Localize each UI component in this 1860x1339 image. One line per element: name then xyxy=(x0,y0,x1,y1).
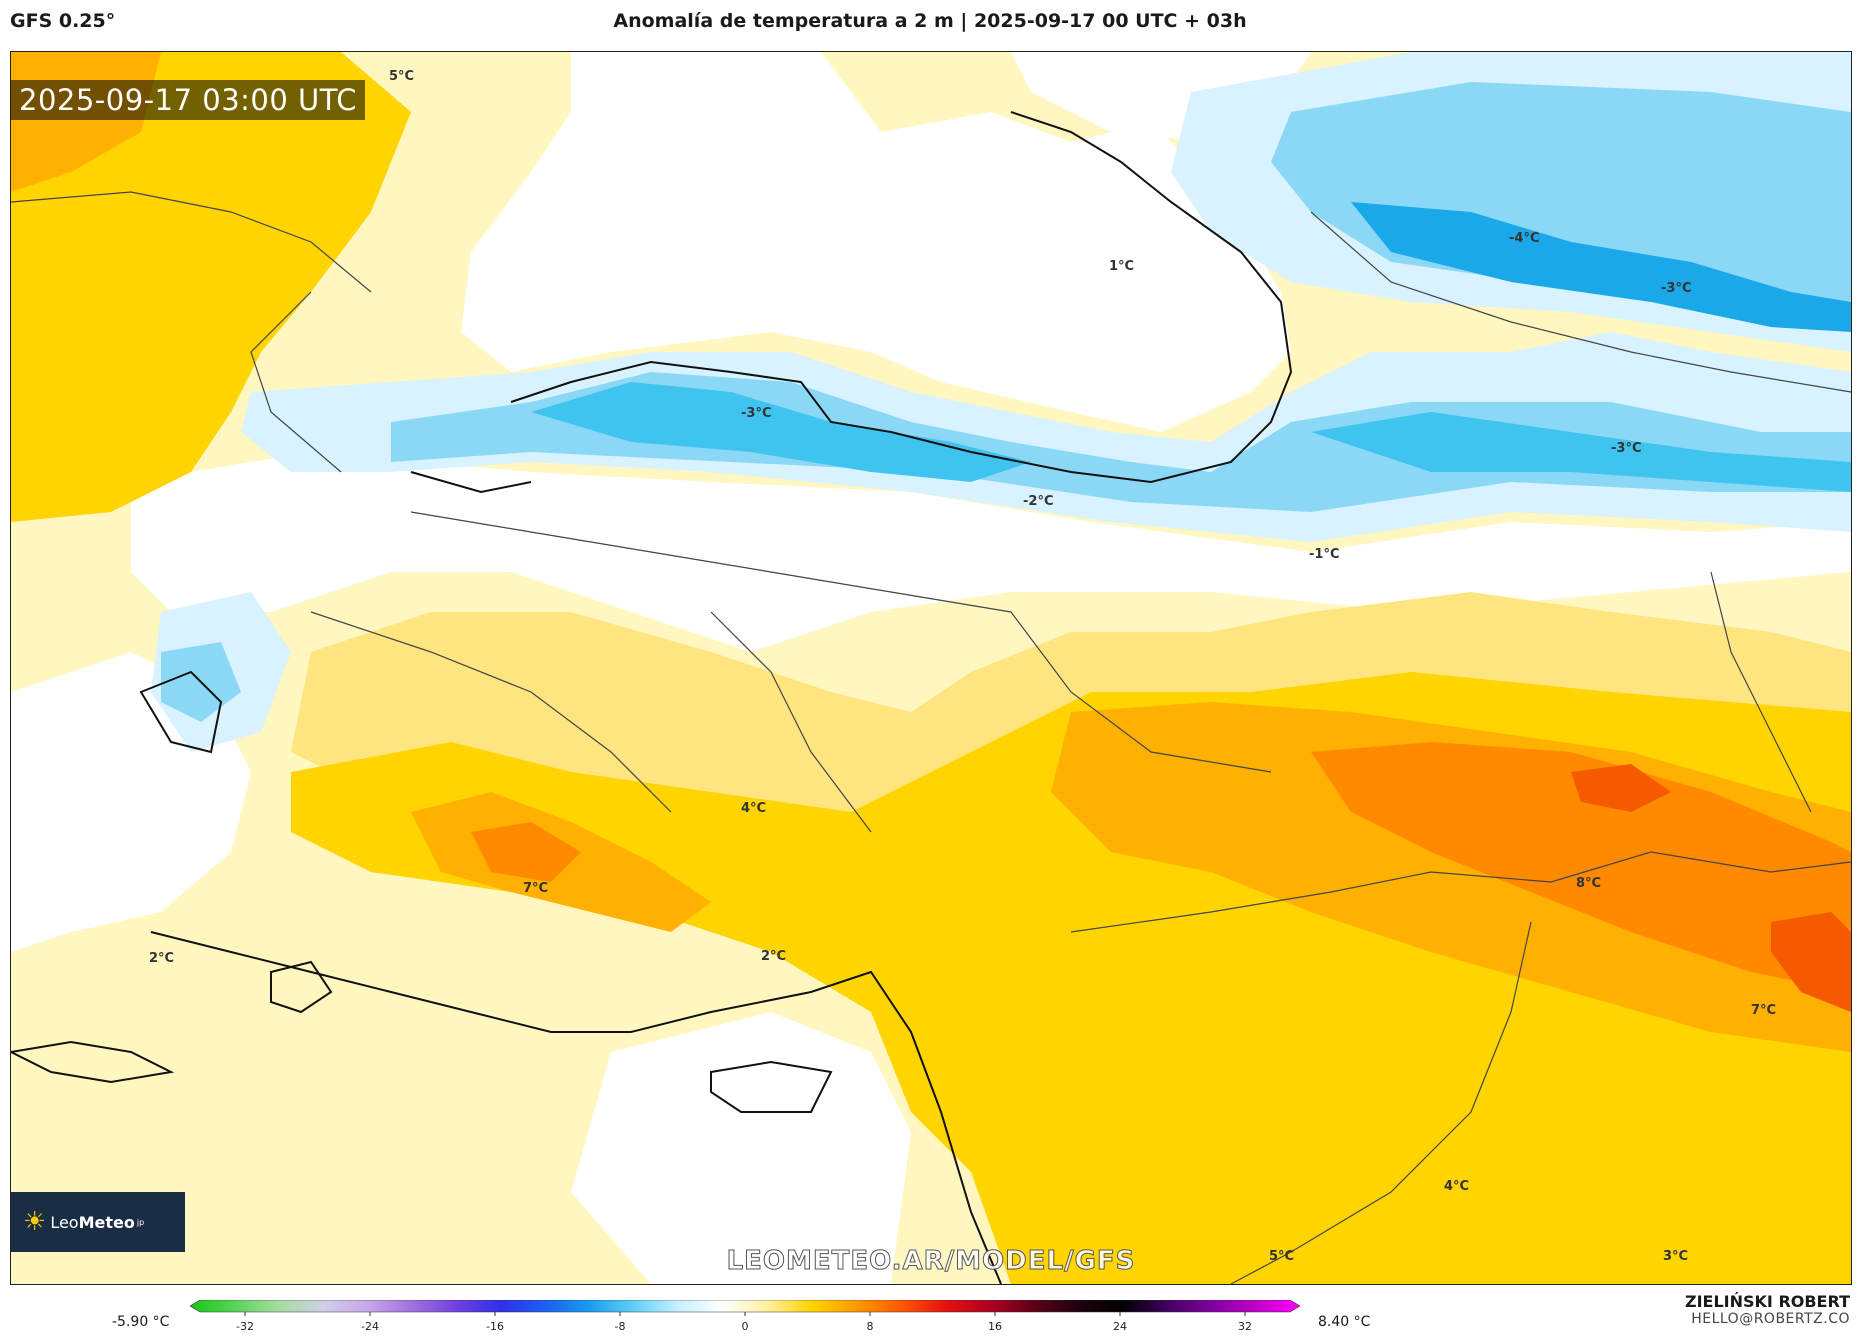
cold-core-caucasus xyxy=(1351,202,1851,332)
colorbar-tick-label: 0 xyxy=(742,1320,749,1333)
contour-label: 3°C xyxy=(1663,1249,1688,1264)
logo-text-suffix: jp xyxy=(136,1217,145,1227)
logo-text-meteo: Meteo xyxy=(78,1212,135,1232)
warm-peak-southeast xyxy=(1571,764,1671,812)
sun-icon: ☀ xyxy=(23,1207,47,1237)
warm-core-southeast xyxy=(1311,742,1851,992)
contour-label: 1°C xyxy=(1109,259,1134,274)
contour-label: 5°C xyxy=(389,69,414,84)
contour-label: 2°C xyxy=(761,949,786,964)
map-canvas: 5°C 1°C -4°C -3°C -3°C -3°C -2°C -1°C 4°… xyxy=(11,52,1851,1284)
contour-label: 2°C xyxy=(149,951,174,966)
contour-label: -2°C xyxy=(1023,494,1053,509)
leometeo-logo[interactable]: ☀ Leo Meteo jp xyxy=(11,1192,185,1252)
contour-label: 8°C xyxy=(1576,876,1601,891)
valid-time-label: 2025-09-17 03:00 UTC xyxy=(11,80,366,120)
zero-anomaly-area-blacksea xyxy=(461,52,1291,432)
author-email[interactable]: HELLO@ROBERTZ.CO xyxy=(1691,1311,1850,1327)
colorbar-min-label: -5.90 °C xyxy=(112,1314,170,1330)
cold-core-east xyxy=(1311,412,1851,492)
colorbar-tick-label: 8 xyxy=(867,1320,874,1333)
zero-anomaly-area-levant xyxy=(571,1012,911,1284)
admin-borders xyxy=(11,191,1851,1284)
colorbar-tick-label: 16 xyxy=(988,1320,1002,1333)
logo-text-leo: Leo xyxy=(50,1212,79,1232)
contour-labels: 5°C 1°C -4°C -3°C -3°C -3°C -2°C -1°C 4°… xyxy=(149,69,1776,1264)
author-credit: ZIELIŃSKI ROBERT HELLO@ROBERTZ.CO xyxy=(1685,1292,1850,1327)
colorbar-tick-label: -24 xyxy=(361,1320,379,1333)
contour-label: 4°C xyxy=(741,801,766,816)
contour-label: -3°C xyxy=(1611,441,1641,456)
warm-area-balkans xyxy=(11,52,411,522)
cold-core-pontic xyxy=(531,382,1031,482)
colorbar: -32 -24 -16 -8 0 8 16 24 32 xyxy=(190,1300,1300,1333)
contour-label: 5°C xyxy=(1269,1249,1294,1264)
colorbar-tick-label: -16 xyxy=(486,1320,504,1333)
model-name: GFS 0.25° xyxy=(10,10,116,32)
colorbar-tick-label: -8 xyxy=(615,1320,626,1333)
map-title: Anomalía de temperatura a 2 m | 2025-09-… xyxy=(613,10,1247,32)
author-name: ZIELIŃSKI ROBERT xyxy=(1684,1292,1850,1311)
colorbar-tick-label: -32 xyxy=(236,1320,254,1333)
colorbar-tick-label: 24 xyxy=(1113,1320,1127,1333)
colorbar-tick-label: 32 xyxy=(1238,1320,1252,1333)
contour-label: 7°C xyxy=(523,881,548,896)
contour-label: -3°C xyxy=(1661,281,1691,296)
warm-core-taurus xyxy=(471,822,581,882)
contour-label: 4°C xyxy=(1444,1179,1469,1194)
watermark-url: LEOMETEO.AR/MODEL/GFS xyxy=(726,1246,1136,1277)
contour-label: -3°C xyxy=(741,406,771,421)
coastlines xyxy=(11,111,1293,1284)
contour-label: -4°C xyxy=(1509,231,1539,246)
colorbar-max-label: 8.40 °C xyxy=(1318,1314,1371,1330)
contour-label: -1°C xyxy=(1309,547,1339,562)
colorbar-gradient xyxy=(190,1300,1300,1313)
anomaly-map: 5°C 1°C -4°C -3°C -3°C -3°C -2°C -1°C 4°… xyxy=(10,51,1852,1285)
contour-label: 7°C xyxy=(1751,1003,1776,1018)
colorbar-ticks: -32 -24 -16 -8 0 8 16 24 32 xyxy=(236,1312,1252,1333)
warm-peak-east xyxy=(1771,912,1851,1012)
